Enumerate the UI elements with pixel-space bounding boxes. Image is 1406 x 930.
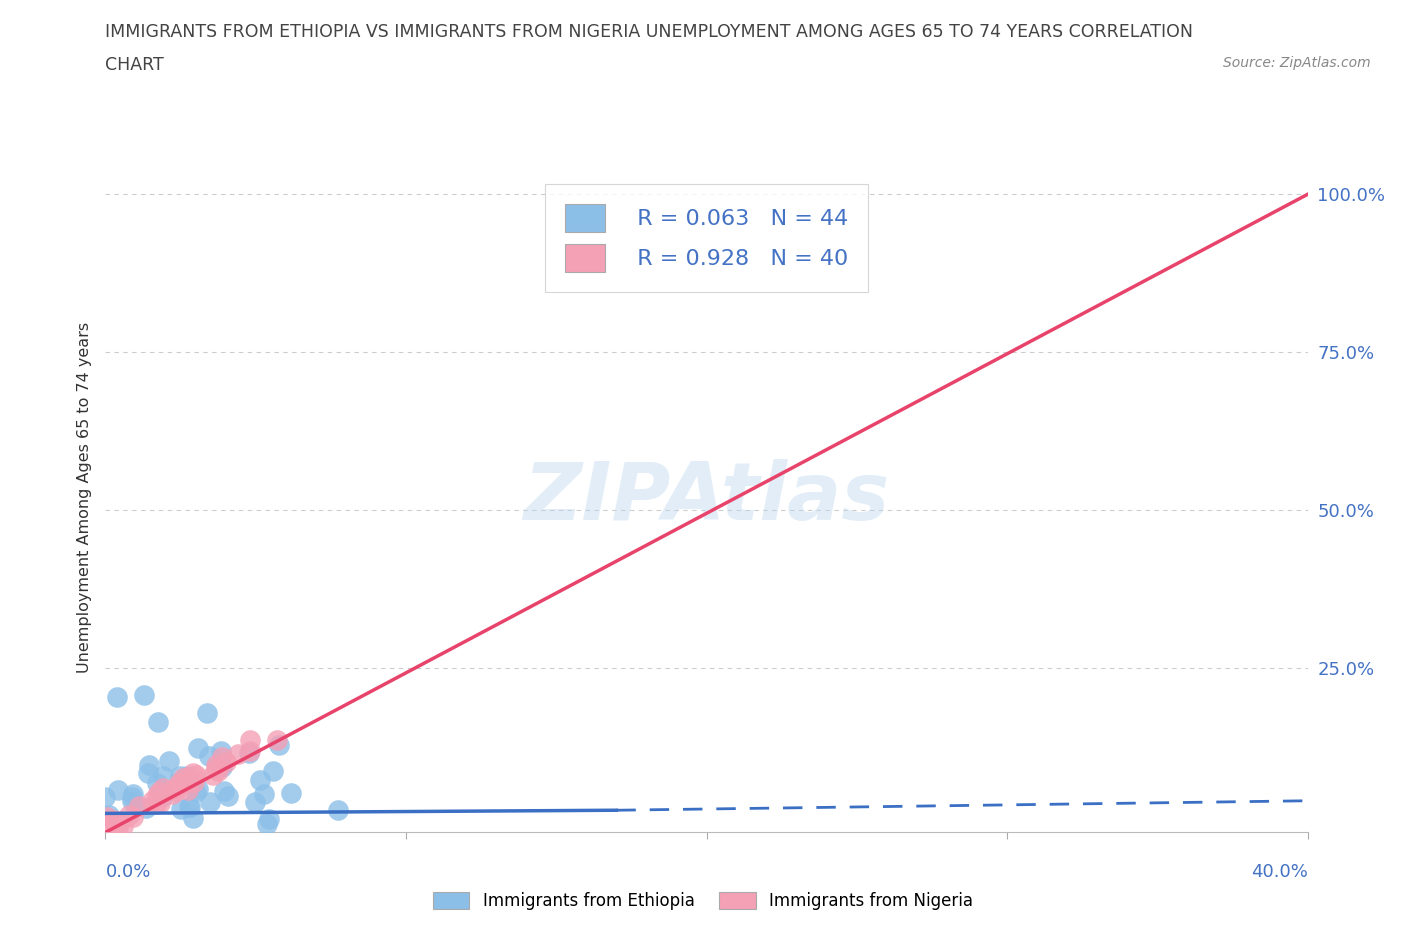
Point bbox=[103, 814, 125, 829]
Point bbox=[179, 799, 201, 814]
Legend: Immigrants from Ethiopia, Immigrants from Nigeria: Immigrants from Ethiopia, Immigrants fro… bbox=[426, 885, 980, 917]
Point bbox=[253, 786, 276, 801]
Point bbox=[174, 776, 197, 790]
Point bbox=[111, 818, 134, 833]
Point bbox=[176, 768, 198, 783]
Point bbox=[184, 785, 207, 800]
Point bbox=[146, 788, 169, 803]
Text: CHART: CHART bbox=[105, 56, 165, 73]
Legend:   R = 0.063   N = 44,   R = 0.928   N = 40: R = 0.063 N = 44, R = 0.928 N = 40 bbox=[546, 184, 868, 292]
Point bbox=[266, 733, 288, 748]
Point bbox=[101, 813, 124, 828]
Point bbox=[138, 757, 160, 772]
Point bbox=[94, 817, 117, 832]
Point bbox=[105, 690, 128, 705]
Point bbox=[98, 807, 121, 822]
Point bbox=[148, 714, 170, 729]
Point bbox=[239, 744, 262, 759]
Point bbox=[172, 771, 194, 786]
Point bbox=[165, 783, 187, 798]
Text: ZIPAtlas: ZIPAtlas bbox=[523, 458, 890, 537]
Point bbox=[108, 814, 131, 829]
Point bbox=[226, 747, 249, 762]
Point bbox=[121, 790, 143, 804]
Y-axis label: Unemployment Among Ages 65 to 74 years: Unemployment Among Ages 65 to 74 years bbox=[76, 322, 91, 673]
Point bbox=[183, 811, 205, 826]
Point bbox=[211, 759, 233, 774]
Point bbox=[262, 764, 284, 778]
Point bbox=[198, 794, 221, 809]
Point bbox=[152, 769, 174, 784]
Point bbox=[211, 750, 233, 764]
Point bbox=[149, 795, 172, 810]
Point bbox=[217, 789, 239, 804]
Point bbox=[118, 807, 141, 822]
Point bbox=[212, 783, 235, 798]
Point bbox=[179, 800, 201, 815]
Point bbox=[146, 776, 169, 790]
Point bbox=[141, 793, 163, 808]
Point bbox=[239, 732, 262, 747]
Point bbox=[257, 811, 280, 826]
Point bbox=[107, 782, 129, 797]
Point bbox=[184, 768, 207, 783]
Point bbox=[107, 818, 129, 833]
Text: 0.0%: 0.0% bbox=[105, 863, 150, 881]
Text: 40.0%: 40.0% bbox=[1251, 863, 1308, 881]
Point bbox=[183, 775, 205, 790]
Point bbox=[170, 801, 193, 816]
Point bbox=[96, 810, 118, 825]
Point bbox=[160, 787, 183, 802]
Point bbox=[202, 767, 225, 782]
Point bbox=[150, 784, 173, 799]
Point bbox=[136, 765, 159, 780]
Point bbox=[215, 754, 238, 769]
Point bbox=[187, 782, 209, 797]
Point bbox=[134, 687, 156, 702]
Point bbox=[195, 706, 218, 721]
Point bbox=[209, 743, 232, 758]
Point bbox=[205, 757, 228, 772]
Point bbox=[104, 817, 127, 831]
Point bbox=[152, 781, 174, 796]
Point bbox=[148, 784, 170, 799]
Point bbox=[238, 746, 260, 761]
Point bbox=[243, 794, 266, 809]
Point bbox=[181, 765, 204, 780]
Point bbox=[167, 776, 190, 790]
Point bbox=[198, 749, 221, 764]
Point bbox=[145, 796, 167, 811]
Point bbox=[128, 799, 150, 814]
Point bbox=[162, 781, 184, 796]
Point bbox=[121, 793, 143, 808]
Point bbox=[267, 737, 290, 752]
Point bbox=[152, 789, 174, 804]
Point bbox=[207, 764, 229, 778]
Point bbox=[172, 776, 194, 790]
Text: IMMIGRANTS FROM ETHIOPIA VS IMMIGRANTS FROM NIGERIA UNEMPLOYMENT AMONG AGES 65 T: IMMIGRANTS FROM ETHIOPIA VS IMMIGRANTS F… bbox=[105, 23, 1194, 41]
Point bbox=[205, 762, 228, 777]
Point bbox=[121, 809, 143, 824]
Point bbox=[122, 786, 145, 801]
Text: Source: ZipAtlas.com: Source: ZipAtlas.com bbox=[1223, 56, 1371, 70]
Point bbox=[256, 817, 278, 831]
Point bbox=[135, 801, 157, 816]
Point bbox=[169, 769, 191, 784]
Point bbox=[176, 769, 198, 784]
Point bbox=[94, 790, 117, 804]
Point bbox=[249, 773, 271, 788]
Point bbox=[280, 785, 302, 800]
Point bbox=[328, 803, 350, 817]
Point bbox=[176, 783, 198, 798]
Point bbox=[177, 770, 200, 785]
Point bbox=[157, 754, 180, 769]
Point bbox=[187, 741, 209, 756]
